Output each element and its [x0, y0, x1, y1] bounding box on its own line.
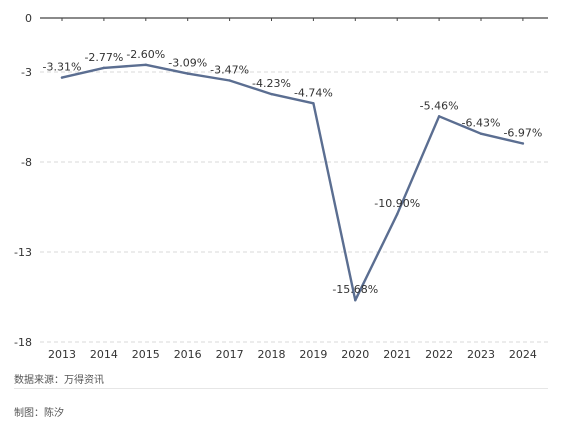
series-line [60, 63, 525, 302]
footer-divider [14, 388, 548, 389]
x-tick-label: 2024 [509, 348, 537, 360]
source-note: 数据来源：万得资讯 [14, 375, 104, 386]
data-point [228, 79, 231, 82]
author-note: 制图：陈汐 [14, 408, 64, 419]
data-point [479, 132, 483, 135]
data-point [60, 76, 64, 79]
x-tick-label: 2021 [383, 348, 411, 360]
data-point [186, 72, 189, 75]
data-point [354, 299, 357, 302]
data-label: -4.74% [294, 86, 333, 99]
data-label: -2.60% [126, 48, 165, 61]
data-label: -10.90% [374, 197, 420, 210]
y-tick-label: -18 [14, 336, 32, 349]
grid-lines [40, 71, 548, 343]
x-tick-label: 2016 [174, 348, 202, 360]
x-tick-label: 2015 [132, 348, 160, 360]
x-tick-label: 2014 [90, 348, 118, 360]
x-tick-label: 2019 [299, 348, 327, 360]
data-point [396, 213, 399, 216]
data-label: -4.23% [252, 77, 291, 90]
x-tick-label: 2017 [216, 348, 244, 360]
x-tick-label: 2020 [341, 348, 369, 360]
y-tick-label: -8 [21, 156, 32, 169]
data-point [102, 66, 106, 70]
data-point [270, 92, 273, 96]
data-label: -15.68% [332, 283, 378, 296]
data-label: -6.97% [503, 126, 542, 139]
data-point [312, 102, 315, 105]
x-tick-label: 2018 [258, 348, 286, 360]
data-label: -3.09% [168, 57, 207, 70]
data-label: -3.47% [210, 63, 249, 76]
data-label: -3.31% [43, 61, 82, 74]
y-tick-label: 0 [25, 12, 32, 25]
data-point [437, 115, 441, 118]
data-label: -6.43% [462, 117, 501, 130]
x-tick-label: 2022 [425, 348, 453, 360]
axes: 0 -3 -8 -13 -18 2013 2014 2015 2016 2017 2018 2019 2… [14, 12, 548, 360]
x-tick-label: 2013 [48, 348, 76, 360]
y-tick-label: -13 [14, 246, 32, 259]
data-point [521, 142, 525, 145]
data-point [144, 63, 147, 66]
data-labels: -3.31%-2.77% -2.60%-3.09%-3.47%-4.23%-4.7… [43, 48, 543, 296]
data-label: -2.77% [84, 51, 123, 64]
series-line-path [60, 63, 525, 302]
data-label: -5.46% [420, 99, 459, 112]
line-chart: 0 -3 -8 -13 -18 2013 2014 2015 2016 2017 2018 2019 2… [14, 12, 548, 360]
y-tick-label: -3 [21, 66, 32, 79]
x-tick-label: 2023 [467, 348, 495, 360]
